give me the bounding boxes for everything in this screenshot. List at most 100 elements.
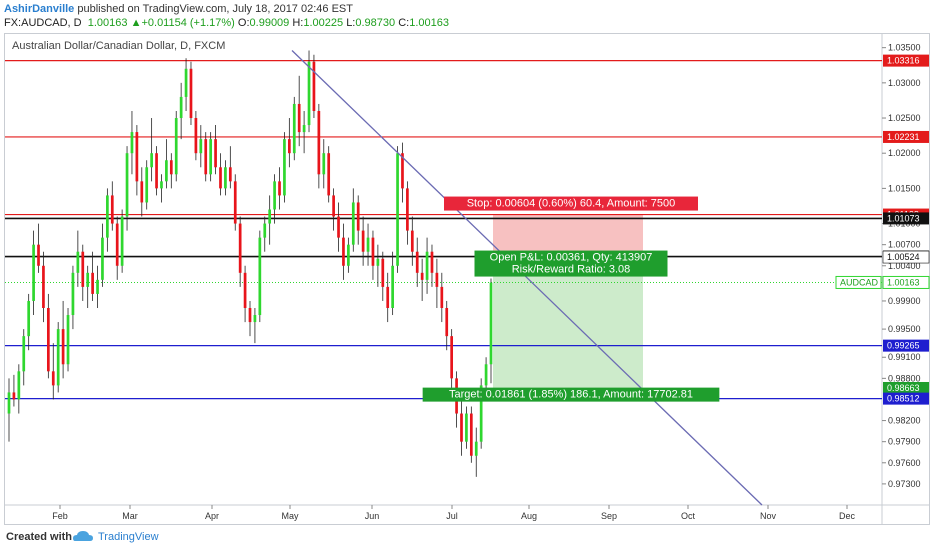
candle-body [479,385,483,442]
low-label: L: [346,17,356,29]
candle [115,216,119,280]
candle-body [351,202,355,245]
candle [81,244,85,301]
candle-body [81,251,85,287]
price-change: +0.01154 (+1.17%) [141,17,235,29]
candle-body [91,272,94,294]
candle-body [56,329,60,386]
candle [145,160,149,210]
x-tick-label: Feb [52,511,68,521]
candle-body [32,244,35,301]
candle [406,181,409,245]
candle [401,142,404,203]
candle-body [317,110,321,175]
price-tag-label: 1.01073 [887,213,920,223]
candle [415,237,419,287]
pnl-label-text: Open P&L: 0.00361, Qty: 413907 [490,252,653,264]
candle-body [342,237,345,266]
candle-body [238,223,242,273]
author-link[interactable]: AshirDanville [4,3,75,15]
y-tick-label: 1.01500 [888,183,921,193]
candle-body [425,251,429,280]
open-value: 0.99009 [249,17,290,29]
header-bar: AshirDanville published on TradingView.c… [0,0,932,34]
candle-body [302,125,306,133]
candle-body [347,244,350,266]
candle-body [450,336,454,379]
chart-container[interactable] [4,33,930,525]
take-profit-zone [493,256,643,399]
target-label-text: Target: 0.01861 (1.85%) 186.1, Amount: 1… [449,389,693,401]
candle [37,223,40,273]
y-tick-label: 0.99500 [888,324,921,334]
candle-body [243,272,247,308]
candle [140,167,144,217]
candle-body [460,413,463,442]
y-tick-label: 0.97900 [888,437,921,447]
price-tag-label: 1.03316 [887,56,920,66]
candle [371,230,375,280]
candle-body [391,265,394,308]
candle [302,110,306,154]
candle [391,251,394,316]
tradingview-logo-icon [73,531,93,541]
high-label: H: [292,17,304,29]
candle-body [130,132,134,154]
symbol-label: FX:AUDCAD, D [4,17,82,29]
y-tick-label: 0.97300 [888,479,921,489]
candle-body [292,103,296,154]
candle [86,265,90,308]
quote-line: FX:AUDCAD, D 1.00163 ▲+0.01154 (+1.17%) … [4,17,449,29]
candle [42,251,45,323]
candle-body [160,181,163,189]
candle-body [61,329,65,365]
candle [253,307,257,344]
tradingview-brand-link[interactable]: TradingView [98,531,159,543]
candle-body [12,392,16,400]
candle-body [322,153,326,175]
publish-line: AshirDanville published on TradingView.c… [4,3,353,15]
candle [209,132,213,182]
stop-label-bg [444,196,698,211]
symbol-tag-label: AUDCAD [840,277,879,287]
candle-body [120,216,124,266]
candle [243,265,247,323]
candle [233,174,237,231]
candle [376,244,380,287]
candle-body [248,307,252,323]
x-tick-label: Dec [839,511,856,521]
candle [238,216,242,287]
candle-body [465,413,468,442]
price-tag-blue: 0.98512 [883,392,929,405]
candle-body [140,181,144,203]
candle [96,265,99,308]
candle [27,293,31,351]
candle [337,202,340,252]
candle [440,272,444,323]
candle [460,399,463,456]
publish-info: published on TradingView.com, July 18, 2… [77,3,353,15]
candle [342,223,345,280]
candle [396,146,399,273]
candle-body [474,441,478,456]
candle [184,58,188,111]
candle-body [469,413,473,456]
candle-body [37,244,40,266]
candle-body [233,181,237,224]
y-tick-label: 1.03500 [888,43,921,53]
chart-canvas[interactable]: 1.03500 1.03000 1.02500 1.02000 1.01500 1.010… [0,0,932,525]
candle-body [410,230,414,252]
candle [125,146,129,231]
candle-body [297,103,301,133]
price-tag-bg [883,392,929,405]
candle-body [401,153,404,189]
candle-body [287,139,291,154]
candle-body [76,251,80,273]
candle [22,329,26,386]
candle [248,300,252,337]
candle-body [224,167,227,189]
candle-body [332,195,335,217]
candle [258,230,262,323]
price-tag-label: 0.99265 [887,341,920,351]
trend-line [291,50,763,506]
